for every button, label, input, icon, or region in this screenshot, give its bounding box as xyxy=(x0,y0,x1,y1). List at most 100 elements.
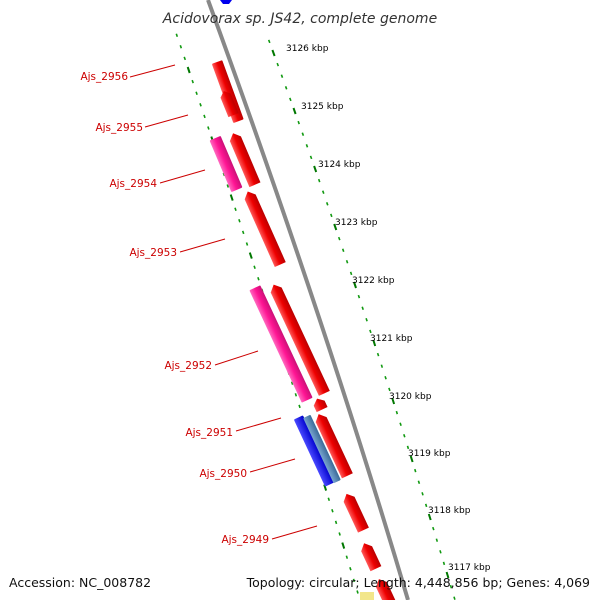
minor-tick xyxy=(297,120,300,125)
minor-tick xyxy=(380,364,384,368)
minor-tick xyxy=(289,97,292,102)
minor-tick xyxy=(203,114,206,119)
minor-tick xyxy=(341,248,345,252)
gene-leader-line xyxy=(235,417,282,432)
gene-label-ajs-2954[interactable]: Ajs_2954 xyxy=(109,178,157,190)
cds-feature[interactable] xyxy=(373,577,396,600)
minor-tick xyxy=(305,144,309,148)
genome-summary-text: Topology: circular; Length: 4,448,856 bp… xyxy=(246,575,590,590)
gene-feature[interactable] xyxy=(249,285,313,403)
minor-tick xyxy=(345,260,349,264)
minor-tick xyxy=(337,236,341,241)
minor-tick xyxy=(290,381,294,385)
major-tick xyxy=(353,281,357,289)
kbp-label-3119: 3119 kbp xyxy=(408,449,451,459)
minor-tick xyxy=(442,561,446,566)
minor-tick xyxy=(325,202,329,206)
minor-tick xyxy=(369,329,372,334)
major-tick xyxy=(323,484,328,491)
cds-feature[interactable] xyxy=(242,189,286,267)
gene-label-ajs-2949[interactable]: Ajs_2949 xyxy=(221,534,269,546)
major-tick xyxy=(186,66,191,74)
cds-feature[interactable] xyxy=(313,412,353,479)
kbp-label-3125: 3125 kbp xyxy=(301,102,344,112)
minor-tick xyxy=(356,590,359,594)
minor-tick xyxy=(334,520,338,525)
steelblue-feature[interactable] xyxy=(303,415,341,484)
major-tick xyxy=(313,165,318,173)
minor-tick xyxy=(449,584,453,589)
major-tick xyxy=(372,339,377,347)
kbp-label-3118: 3118 kbp xyxy=(428,506,471,516)
minor-tick xyxy=(226,184,230,188)
minor-tick xyxy=(376,352,380,357)
minor-tick xyxy=(241,230,245,235)
gene-leader-line xyxy=(179,238,226,253)
major-tick xyxy=(292,107,297,115)
cds-feature[interactable] xyxy=(312,396,328,413)
minor-tick xyxy=(403,434,406,438)
kbp-label-3117: 3117 kbp xyxy=(448,563,491,573)
minor-tick xyxy=(280,74,284,78)
minor-tick xyxy=(414,468,417,473)
major-tick xyxy=(445,571,450,579)
kbp-label-3122: 3122 kbp xyxy=(352,276,395,286)
major-tick xyxy=(248,252,253,259)
gene-feature[interactable] xyxy=(209,136,243,192)
cds-feature[interactable] xyxy=(341,491,369,533)
minor-tick xyxy=(234,207,237,211)
gene-label-ajs-2952[interactable]: Ajs_2952 xyxy=(164,360,212,372)
minor-tick xyxy=(345,555,349,559)
minor-tick xyxy=(245,242,249,246)
genome-backbone xyxy=(206,0,410,600)
blue-feature[interactable] xyxy=(294,415,334,487)
gene-leader-line xyxy=(144,114,189,128)
gene-label-ajs-2956[interactable]: Ajs_2956 xyxy=(80,71,128,83)
major-tick xyxy=(391,397,396,405)
minor-tick xyxy=(301,132,305,136)
minor-tick xyxy=(417,480,421,484)
minor-tick xyxy=(183,56,187,61)
kbp-label-3126: 3126 kbp xyxy=(286,44,329,54)
minor-tick xyxy=(406,445,410,450)
minor-tick xyxy=(321,190,325,194)
minor-tick xyxy=(357,294,361,299)
kbp-label-3123: 3123 kbp xyxy=(335,218,378,228)
minor-tick xyxy=(298,404,301,409)
minor-tick xyxy=(439,550,442,554)
minor-tick xyxy=(349,271,353,276)
minor-tick xyxy=(309,155,313,160)
minor-tick xyxy=(294,393,298,397)
minor-tick xyxy=(432,526,435,531)
minor-tick xyxy=(238,219,241,223)
minor-tick xyxy=(284,86,288,90)
gene-label-ajs-2955[interactable]: Ajs_2955 xyxy=(95,122,143,134)
right-kbp-tick-track xyxy=(267,39,456,600)
gene-leader-line xyxy=(129,64,176,78)
minor-tick xyxy=(317,178,321,183)
major-tick xyxy=(271,49,276,57)
minor-tick xyxy=(435,538,439,542)
gene-label-ajs-2953[interactable]: Ajs_2953 xyxy=(129,247,177,259)
gene-label-ajs-2951[interactable]: Ajs_2951 xyxy=(185,427,233,439)
minor-tick xyxy=(331,509,334,513)
minor-tick xyxy=(421,492,424,496)
minor-tick xyxy=(330,213,333,218)
minor-tick xyxy=(361,306,364,310)
major-tick xyxy=(409,455,414,463)
cds-feature[interactable] xyxy=(359,541,382,572)
minor-tick xyxy=(276,62,280,67)
kbp-label-3121: 3121 kbp xyxy=(370,334,413,344)
cds-feature[interactable] xyxy=(228,131,261,188)
minor-tick xyxy=(395,410,399,415)
minor-tick xyxy=(179,45,183,49)
gene-leader-line xyxy=(214,350,259,366)
major-tick xyxy=(229,194,234,201)
cds-feature[interactable] xyxy=(219,89,239,118)
gene-label-ajs-2950[interactable]: Ajs_2950 xyxy=(199,468,247,480)
minor-tick xyxy=(399,422,402,426)
minor-tick xyxy=(257,277,260,281)
cds-feature[interactable] xyxy=(268,282,330,396)
